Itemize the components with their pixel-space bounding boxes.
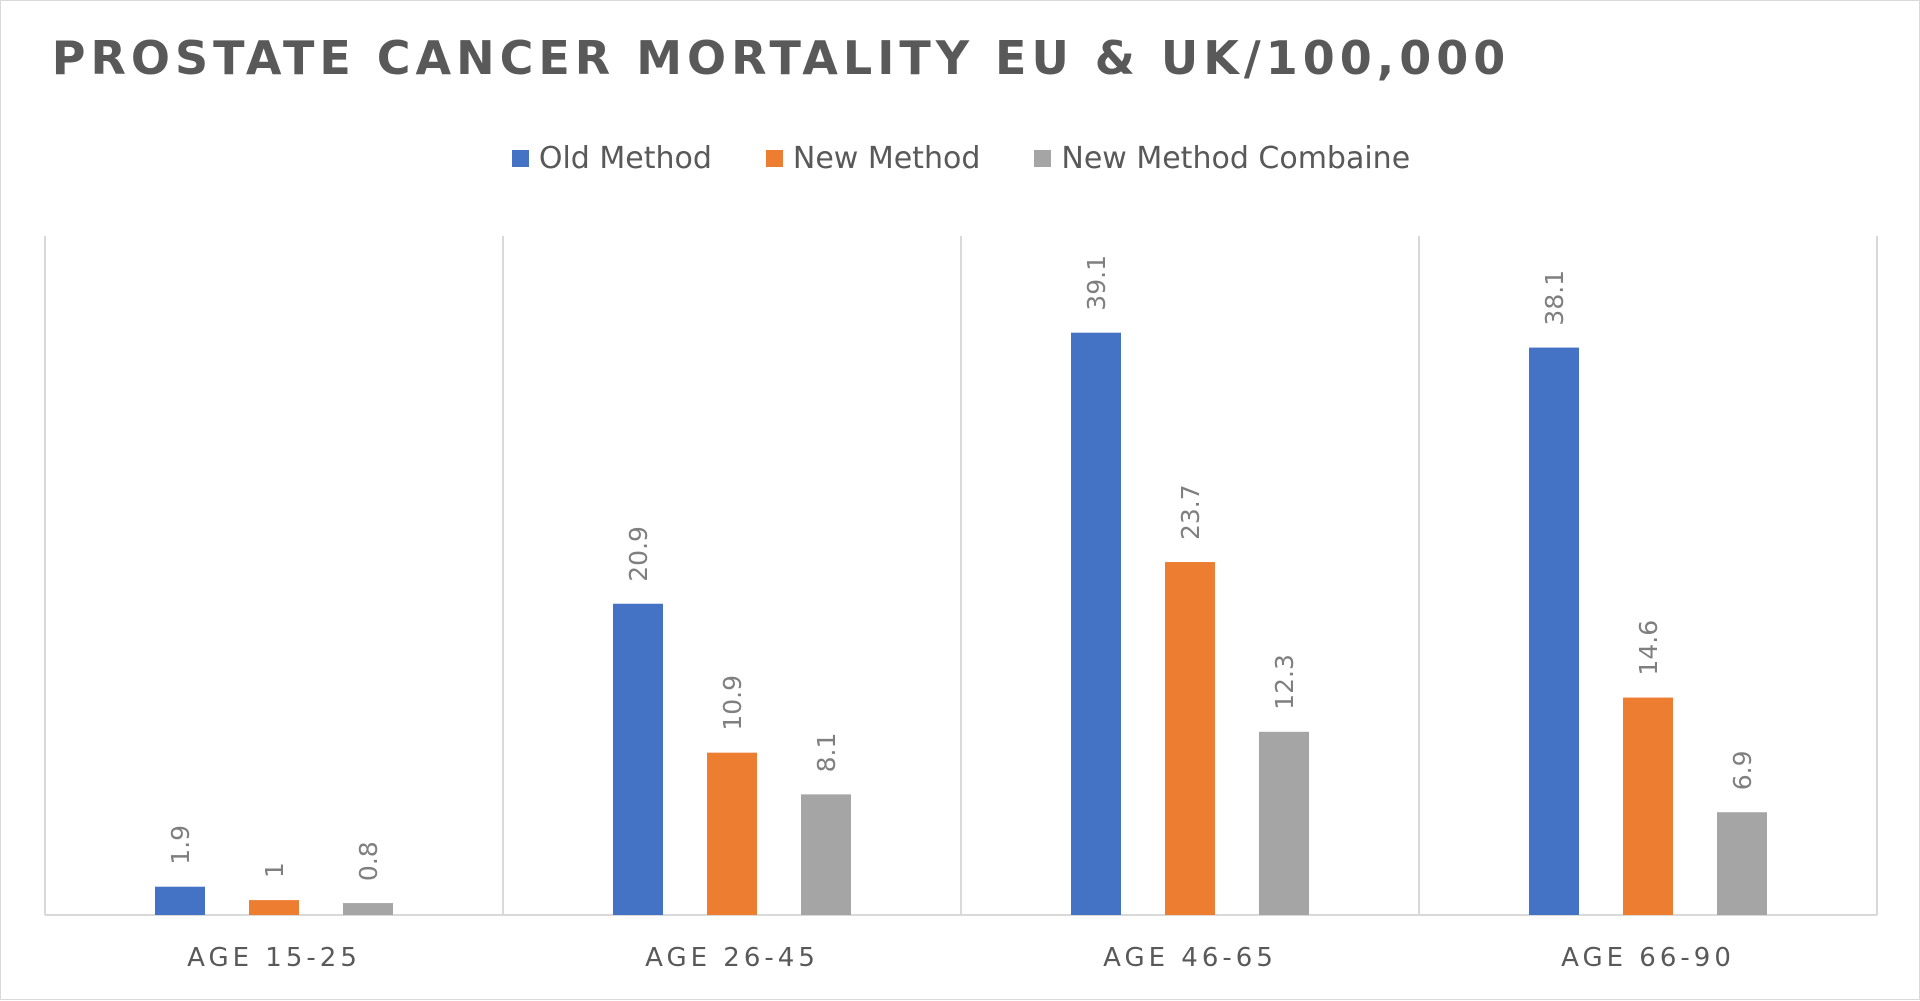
legend-item-old-method[interactable]: Old Method [511,141,712,176]
data-label: 20.9 [624,526,653,582]
bar-new-method [1165,562,1215,915]
x-tick-label: AGE 26-45 [645,943,819,973]
data-label: 0.8 [354,841,383,881]
legend-label-new-method: New Method [792,141,981,176]
data-label: 38.1 [1540,270,1569,326]
legend-item-new-method[interactable]: New Method [765,141,981,176]
data-label: 14.6 [1634,620,1663,676]
legend-item-new-method-combaine[interactable]: New Method Combaine [1034,141,1410,176]
data-label: 6.9 [1728,750,1757,790]
chart-title: PROSTATE CANCER MORTALITY EU & UK/100,00… [51,31,1511,85]
bar-new-method [249,900,299,915]
legend-swatch-new-method [765,150,783,167]
data-label: 8.1 [812,733,841,773]
bar-new-method [1623,697,1673,915]
x-tick-label: AGE 66-90 [1561,943,1735,973]
bar-old-method [1529,347,1579,915]
legend-label-new-method-combaine: New Method Combaine [1061,141,1411,176]
bar-old-method [1071,332,1121,916]
bar-new-method-combaine [343,903,393,915]
data-label: 1 [260,862,289,878]
bar-new-method [707,752,757,915]
bar-new-method-combaine [1717,812,1767,915]
legend-label-old-method: Old Method [538,141,712,176]
legend-swatch-old-method [511,150,529,167]
data-label: 10.9 [718,675,747,731]
data-label: 39.1 [1082,255,1111,311]
bar-old-method [613,603,663,915]
x-tick-label: AGE 46-65 [1103,943,1277,973]
legend: Old Method New Method New Method Combain… [1,141,1920,176]
data-label: 23.7 [1176,484,1205,540]
bar-new-method-combaine [1259,731,1309,915]
data-label: 12.3 [1270,654,1299,710]
data-label: 1.9 [166,825,195,865]
legend-swatch-new-method-combaine [1034,150,1052,167]
bar-new-method-combaine [801,794,851,915]
x-tick-label: AGE 15-25 [187,943,361,973]
bar-old-method [155,886,205,915]
